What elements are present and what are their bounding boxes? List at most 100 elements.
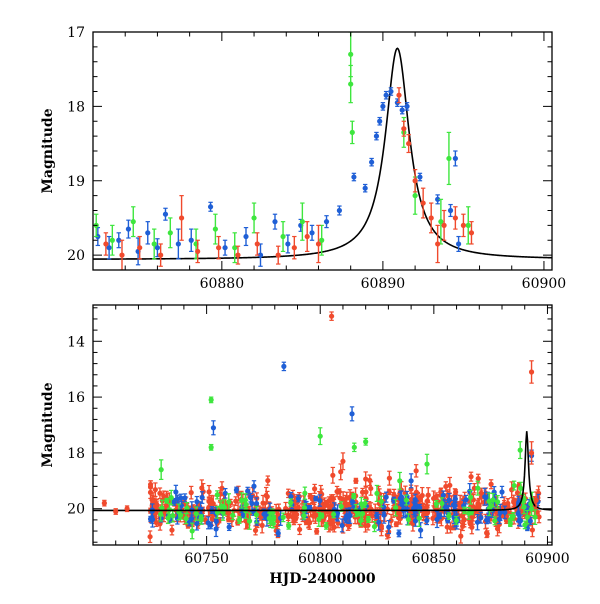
data-point: [205, 520, 211, 526]
data-point: [269, 510, 276, 516]
data-point: [288, 500, 294, 506]
x-tick-label: 60900: [522, 276, 567, 292]
data-point: [235, 252, 241, 258]
data-point: [510, 513, 516, 519]
data-point: [168, 495, 174, 501]
data-point: [103, 241, 109, 247]
data-point: [425, 492, 431, 498]
axes-frame: [92, 304, 553, 546]
data-point: [433, 493, 439, 500]
data-point: [378, 498, 384, 505]
data-point: [399, 107, 405, 113]
y-tick-label: 18: [67, 99, 85, 115]
data-point: [460, 222, 467, 228]
data-point: [418, 527, 424, 533]
data-point: [145, 230, 151, 236]
data-point: [151, 241, 157, 247]
data-point: [439, 500, 445, 507]
data-point: [286, 523, 292, 529]
data-point: [259, 522, 265, 528]
data-point: [469, 524, 475, 530]
data-point: [170, 513, 176, 519]
data-point: [236, 517, 242, 523]
data-point: [113, 508, 119, 515]
data-point: [447, 482, 453, 488]
data-point: [188, 490, 194, 496]
data-point: [157, 490, 163, 496]
data-point: [265, 477, 271, 484]
data-point: [330, 472, 336, 478]
data-point: [408, 478, 414, 484]
data-point: [304, 233, 310, 240]
data-point: [443, 504, 449, 510]
data-point: [452, 215, 458, 221]
data-point: [433, 501, 440, 507]
data-point: [359, 511, 366, 517]
data-point: [301, 505, 308, 511]
data-point: [315, 241, 322, 247]
data-point: [291, 245, 297, 251]
data-point: [319, 237, 325, 243]
data-point: [194, 499, 200, 505]
data-point: [338, 503, 344, 510]
data-point: [393, 521, 399, 527]
data-point: [209, 516, 215, 522]
data-point: [164, 498, 170, 504]
y-tick-label: 16: [67, 390, 85, 406]
data-point: [317, 433, 323, 439]
x-tick-label: 60800: [298, 551, 343, 567]
data-point: [336, 488, 342, 495]
data-point: [349, 129, 355, 136]
data-point: [446, 497, 452, 503]
x-tick-label: 60890: [361, 276, 406, 292]
x-tick-label: 60750: [184, 551, 229, 567]
data-point: [335, 520, 341, 526]
data-point: [412, 193, 418, 199]
data-point: [213, 526, 219, 532]
data-point: [460, 523, 466, 529]
data-point: [355, 510, 361, 516]
data-point: [101, 500, 107, 506]
data-point: [386, 475, 393, 481]
data-point: [528, 506, 535, 512]
data-point: [447, 207, 454, 214]
data-point: [474, 519, 481, 525]
data-point: [147, 534, 153, 540]
data-point: [313, 495, 319, 502]
data-point: [374, 490, 380, 497]
data-point: [443, 483, 449, 490]
data-point: [522, 522, 528, 528]
data-point: [263, 492, 269, 499]
data-point: [465, 222, 471, 228]
data-point: [441, 222, 447, 228]
data-point: [162, 211, 169, 217]
data-point: [243, 233, 249, 240]
data-point: [511, 482, 517, 489]
data-point: [388, 517, 394, 524]
data-point: [521, 504, 527, 510]
data-point: [328, 313, 335, 319]
data-point: [484, 517, 490, 523]
data-point: [106, 245, 112, 251]
data-point: [312, 486, 318, 492]
data-point: [222, 245, 228, 251]
data-point: [199, 494, 205, 501]
data-point: [386, 489, 392, 495]
data-point: [501, 501, 507, 507]
data-point: [252, 527, 259, 534]
data-point: [297, 526, 303, 533]
data-point: [206, 489, 212, 495]
data-point: [275, 530, 281, 536]
data-point: [125, 226, 132, 232]
y-tick-label: 20: [67, 502, 85, 518]
data-point: [452, 155, 458, 162]
data-point: [388, 88, 394, 95]
data-point: [351, 493, 357, 499]
data-point: [339, 522, 345, 529]
data-point: [437, 513, 443, 519]
data-point: [435, 241, 441, 247]
data-point: [291, 518, 297, 524]
data-point: [528, 450, 535, 456]
data-point: [178, 215, 185, 221]
data-point: [195, 248, 201, 255]
